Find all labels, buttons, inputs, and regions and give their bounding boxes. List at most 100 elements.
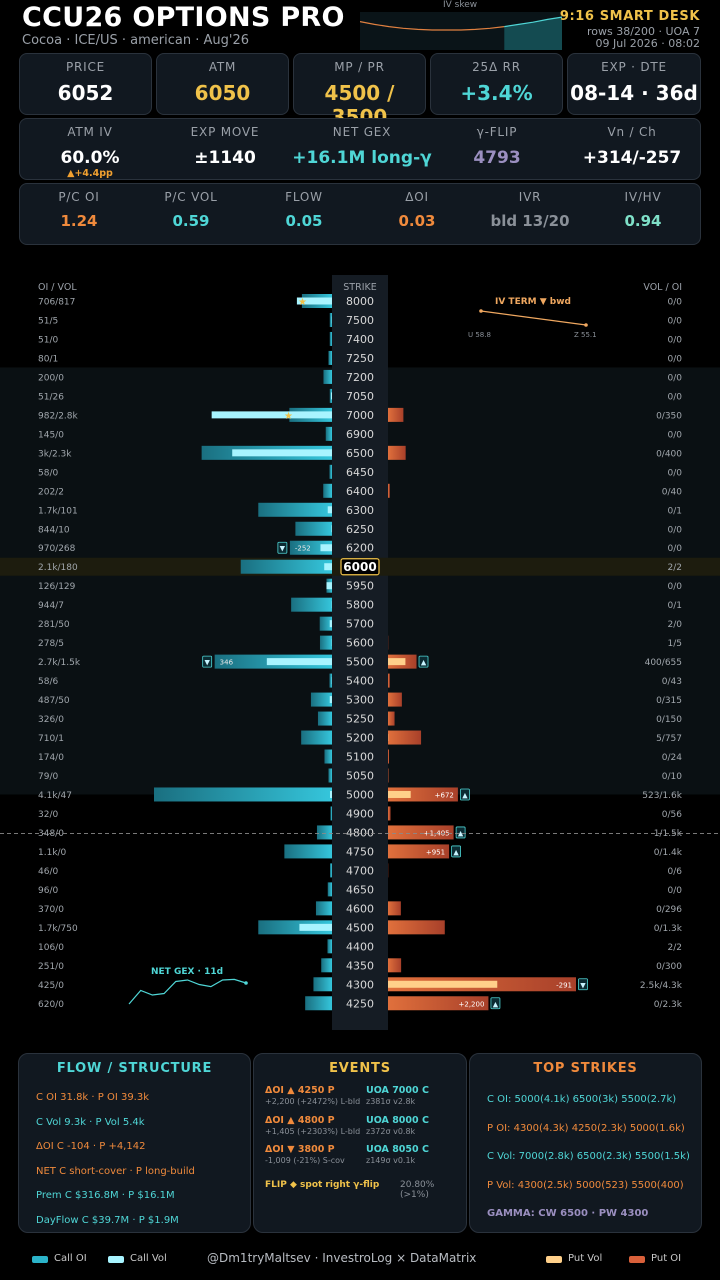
iv-skew-chart: [360, 12, 562, 50]
flow-line: DayFlow C $39.7M · P $1.9M: [36, 1214, 179, 1226]
put-delta-up-icon: [490, 997, 501, 1010]
strike-label: 5200: [346, 732, 374, 745]
put-vol-oi-text: 0/0: [668, 316, 683, 326]
ladder-row-5950: 5950 126/129 0/0: [38, 578, 682, 593]
strike-label: 6200: [346, 542, 374, 555]
net-gex-title: NET GEX · 11d: [151, 967, 223, 977]
call-oi-bar: [323, 483, 332, 498]
call-oi-vol-text: 51/5: [38, 316, 58, 326]
flow-structure-card: FLOW / STRUCTURE C OI 31.8k · P OI 39.3k…: [18, 1053, 251, 1233]
put-vol-oi-text: 0/0: [668, 430, 683, 440]
call-oi-vol-text: 278/5: [38, 639, 64, 649]
call-oi-vol-text: 1.7k/101: [38, 506, 78, 516]
put-delta-value: +672: [435, 791, 454, 799]
strike-label: 6300: [346, 504, 374, 517]
put-vol-oi-text: 0/0: [668, 354, 683, 364]
call-delta-value: -252: [295, 545, 311, 553]
ladder-row-5250: 5250 326/0 0/150: [38, 711, 682, 726]
iv-term-title: IV TERM ▼ bwd: [495, 297, 571, 307]
call-delta-down-icon: [277, 541, 288, 554]
stat-card-mp-pr: MP / PR 4500 / 3500: [293, 53, 426, 129]
call-delta-value: 346: [220, 659, 234, 667]
put-oi-bar: [388, 958, 402, 973]
strike-label: 6500: [346, 447, 374, 460]
call-oi-bar: [329, 312, 332, 327]
uoa-sub: z372σ v0.8k: [366, 1126, 416, 1136]
top-strike-line: P Vol: 4300(2.5k) 5000(523) 5500(400): [487, 1179, 684, 1191]
call-oi-bar: [319, 635, 332, 650]
put-delta-up-icon: [451, 845, 461, 858]
call-oi-bar: [328, 350, 332, 365]
uoa-head: UOA 8050 C: [366, 1144, 429, 1155]
call-vol-bar: [232, 449, 332, 457]
stat-card-price: PRICE 6052: [19, 53, 152, 115]
put-vol-oi-text: 0/24: [662, 753, 682, 763]
call-oi-vol-text: 32/0: [38, 810, 58, 820]
stat-label: PRICE: [65, 60, 106, 74]
uoa-star-icon: ★: [298, 297, 307, 308]
call-oi-bar: [327, 882, 332, 897]
stat-value: bld 13/20: [490, 212, 570, 230]
strike-label: 5950: [346, 580, 374, 593]
call-oi-vol-text: 2.7k/1.5k: [38, 658, 81, 668]
ladder-row-7050: 7050 51/26 0/0: [38, 388, 682, 403]
strike-label: 6250: [346, 523, 374, 536]
stat-sub: ▲+4.4pp: [67, 168, 113, 179]
put-delta-value: -291: [556, 981, 572, 989]
strike-label: 4400: [346, 940, 374, 953]
flow-line: C OI 31.8k · P OI 39.3k: [36, 1092, 150, 1103]
call-oi-bar: [329, 464, 332, 479]
call-oi-bar: [305, 996, 332, 1011]
put-vol-oi-text: 0/0: [668, 335, 683, 345]
call-oi-vol-text: 706/817: [38, 298, 75, 308]
top-strike-line: C Vol: 7000(2.8k) 6500(2.3k) 5500(1.5k): [487, 1151, 690, 1162]
stat-label: IV/HV: [624, 190, 662, 204]
call-oi-vol-text: 970/268: [38, 544, 76, 554]
flip-pct: 20.80% (>1%): [400, 1180, 435, 1200]
put-delta-value: +951: [426, 848, 445, 856]
legend-put-oi-swatch: [629, 1256, 645, 1263]
call-oi-bar: [323, 369, 332, 384]
ladder-row-6900: 6900 145/0 0/0: [38, 426, 683, 441]
strike-label: 4350: [346, 959, 374, 972]
ladder-row-8000: ★ 8000 706/817 0/0: [38, 294, 682, 308]
event-head: ΔOI ▲ 4250 P: [265, 1085, 335, 1096]
call-oi-vol-text: 80/1: [38, 354, 58, 364]
put-oi-bar: [388, 730, 422, 745]
put-vol-oi-text: 0/0: [668, 886, 683, 896]
stat-value: 60.0%: [60, 148, 120, 168]
iv-skew-label: IV skew: [443, 0, 478, 10]
call-oi-bar: [329, 673, 332, 688]
call-oi-bar: [330, 806, 332, 821]
stat-label: ΔOI: [405, 190, 429, 204]
put-vol-oi-text: 0/56: [662, 810, 682, 820]
put-vol-oi-text: 0/0: [668, 468, 683, 478]
call-oi-bar: [317, 711, 332, 726]
put-oi-bar: [388, 711, 395, 726]
call-oi-bar: [327, 939, 332, 954]
strike-label: 7050: [346, 390, 374, 403]
iv-term-line: [480, 310, 587, 326]
strike-label: 6000: [343, 560, 376, 574]
flow-line: ΔOI C -104 · P +4,142: [36, 1141, 146, 1152]
call-oi-bar: [325, 426, 332, 441]
strike-label: 5500: [346, 656, 374, 669]
call-oi-vol-text: 982/2.8k: [38, 411, 79, 421]
put-vol-oi-text: 0/1: [668, 506, 682, 516]
stat-value: 0.05: [285, 212, 323, 230]
put-oi-bar: [388, 901, 401, 916]
events-card: EVENTS ΔOI ▲ 4250 P +2,200 (+2472%) L-bld…: [253, 1053, 467, 1233]
ladder-row-6300: 6300 1.7k/101 0/1: [38, 502, 682, 517]
rows-uoa-text: rows 38/200 · UOA 7: [587, 25, 700, 38]
put-oi-bar: [388, 844, 450, 859]
stat-label: 25Δ RR: [472, 60, 521, 74]
put-delta-up-icon: [418, 655, 429, 668]
ladder-row-4750: +951 ▲ 4750 1.1k/0 0/1.4k: [38, 844, 683, 859]
call-oi-vol-text: 4.1k/47: [38, 791, 72, 801]
put-vol-oi-text: 0/0: [668, 525, 683, 535]
put-delta-arrow: ▲: [462, 791, 468, 799]
strike-label: 6450: [346, 466, 374, 479]
call-oi-vol-text: 106/0: [38, 943, 64, 953]
call-oi-vol-text: 326/0: [38, 715, 64, 725]
